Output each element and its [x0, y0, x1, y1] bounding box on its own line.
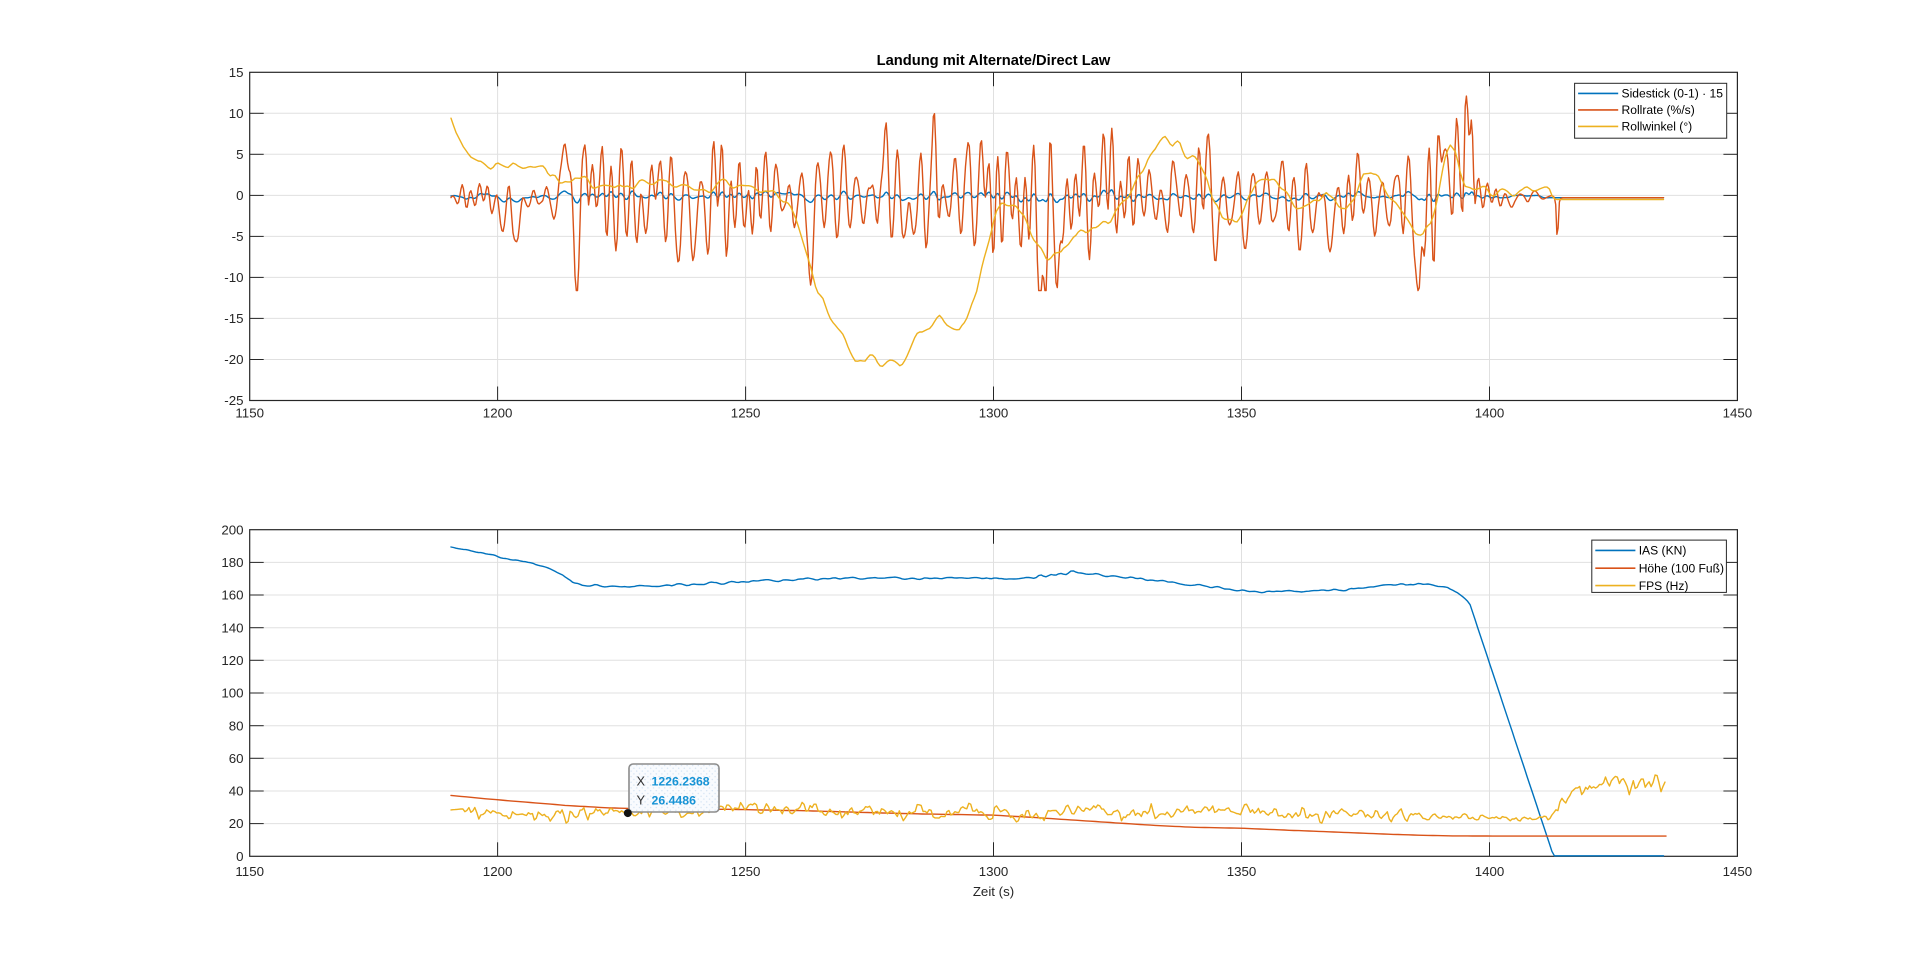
svg-text:1250: 1250 [731, 406, 761, 421]
svg-text:-15: -15 [224, 311, 243, 326]
svg-text:1150: 1150 [235, 406, 264, 421]
svg-text:Y: Y [637, 792, 646, 807]
svg-text:120: 120 [221, 653, 243, 668]
svg-text:1400: 1400 [1475, 406, 1505, 421]
svg-text:15: 15 [229, 65, 244, 80]
svg-text:80: 80 [229, 718, 244, 733]
svg-text:Landung mit Alternate/Direct L: Landung mit Alternate/Direct Law [877, 53, 1111, 69]
svg-text:0: 0 [236, 849, 243, 864]
svg-text:-5: -5 [232, 229, 244, 244]
svg-text:1226.2368: 1226.2368 [652, 774, 710, 788]
svg-text:-10: -10 [224, 270, 243, 285]
svg-text:160: 160 [221, 588, 243, 603]
svg-text:180: 180 [221, 555, 243, 570]
svg-text:Zeit (s): Zeit (s) [973, 884, 1014, 899]
svg-text:5: 5 [236, 147, 243, 162]
svg-text:1200: 1200 [483, 864, 513, 879]
svg-text:Rollrate (%/s): Rollrate (%/s) [1622, 103, 1695, 117]
svg-text:1250: 1250 [731, 864, 761, 879]
svg-text:0: 0 [236, 188, 243, 203]
svg-text:FPS (Hz): FPS (Hz) [1639, 579, 1689, 593]
svg-text:-25: -25 [224, 393, 243, 408]
svg-text:Höhe (100 Fuß): Höhe (100 Fuß) [1639, 562, 1724, 576]
svg-text:26.4486: 26.4486 [652, 793, 697, 807]
svg-text:Rollwinkel (°): Rollwinkel (°) [1622, 120, 1693, 134]
svg-text:1400: 1400 [1475, 864, 1505, 879]
svg-text:60: 60 [229, 751, 244, 766]
svg-text:140: 140 [221, 620, 243, 635]
svg-text:1450: 1450 [1723, 864, 1753, 879]
svg-text:Sidestick (0-1) · 15: Sidestick (0-1) · 15 [1622, 87, 1724, 101]
svg-text:-20: -20 [224, 352, 243, 367]
svg-text:1300: 1300 [979, 406, 1009, 421]
svg-text:10: 10 [229, 106, 244, 121]
svg-text:1350: 1350 [1227, 406, 1257, 421]
svg-text:1200: 1200 [483, 406, 513, 421]
svg-text:1450: 1450 [1723, 406, 1753, 421]
svg-text:20: 20 [229, 816, 244, 831]
svg-text:X: X [637, 773, 646, 788]
svg-text:1350: 1350 [1227, 864, 1257, 879]
svg-text:200: 200 [221, 522, 243, 537]
svg-text:100: 100 [221, 686, 243, 701]
svg-text:IAS (KN): IAS (KN) [1639, 544, 1687, 558]
svg-text:1300: 1300 [979, 864, 1009, 879]
svg-text:40: 40 [229, 784, 244, 799]
svg-text:1150: 1150 [235, 864, 264, 879]
